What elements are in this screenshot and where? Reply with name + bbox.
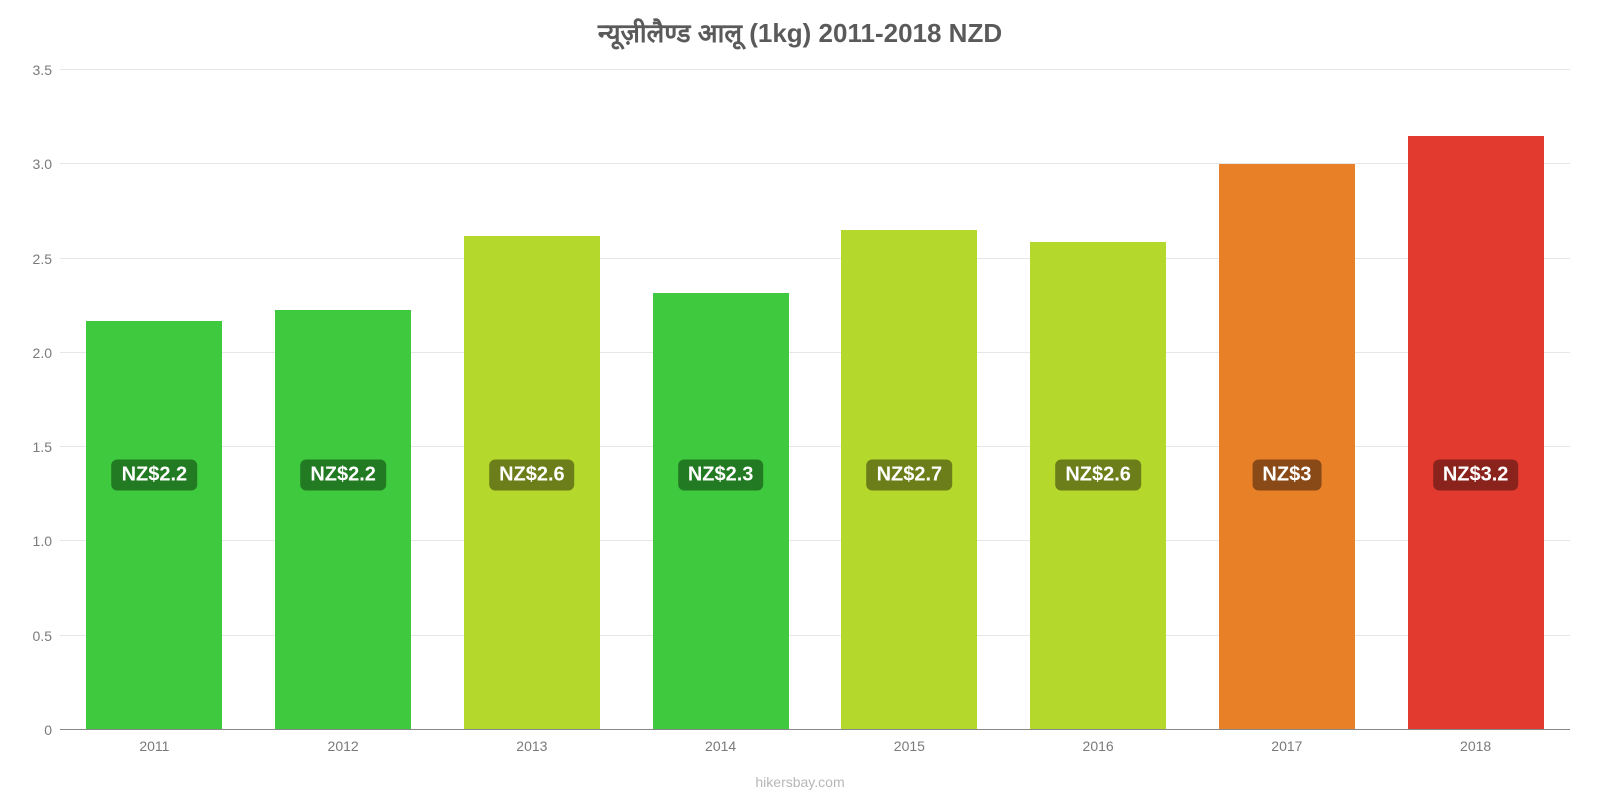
x-tick-label: 2017 [1271, 738, 1302, 754]
bar-value-label: NZ$2.2 [300, 460, 386, 491]
y-tick-label: 1.0 [33, 533, 52, 549]
bar [275, 310, 411, 731]
plot-area: 00.51.01.52.02.53.03.52011NZ$2.22012NZ$2… [60, 70, 1570, 730]
bar [653, 293, 789, 730]
y-tick-label: 0 [44, 722, 52, 738]
bars-layer [60, 70, 1570, 730]
y-tick-label: 3.5 [33, 62, 52, 78]
x-tick-label: 2012 [328, 738, 359, 754]
bar-value-label: NZ$2.3 [678, 460, 764, 491]
x-tick-label: 2013 [516, 738, 547, 754]
y-tick-label: 2.5 [33, 251, 52, 267]
x-tick-label: 2014 [705, 738, 736, 754]
bar [1408, 136, 1544, 730]
bar [86, 321, 222, 730]
x-tick-label: 2016 [1083, 738, 1114, 754]
bar-value-label: NZ$2.2 [112, 460, 198, 491]
x-axis-line [60, 729, 1570, 730]
y-tick-label: 1.5 [33, 439, 52, 455]
x-tick-label: 2011 [139, 738, 169, 754]
chart-container: न्यूज़ीलैण्ड आलू (1kg) 2011-2018 NZD 00.… [0, 0, 1600, 800]
y-tick-label: 3.0 [33, 156, 52, 172]
bar [1219, 164, 1355, 730]
y-tick-label: 0.5 [33, 628, 52, 644]
y-tick-label: 2.0 [33, 345, 52, 361]
bar-value-label: NZ$2.6 [489, 460, 575, 491]
bar-value-label: NZ$2.6 [1055, 460, 1141, 491]
chart-title: न्यूज़ीलैण्ड आलू (1kg) 2011-2018 NZD [0, 14, 1600, 50]
bar-value-label: NZ$3.2 [1433, 460, 1519, 491]
attribution-text: hikersbay.com [0, 774, 1600, 790]
bar-value-label: NZ$2.7 [867, 460, 953, 491]
bar-value-label: NZ$3 [1252, 460, 1321, 491]
x-tick-label: 2015 [894, 738, 925, 754]
x-tick-label: 2018 [1460, 738, 1491, 754]
